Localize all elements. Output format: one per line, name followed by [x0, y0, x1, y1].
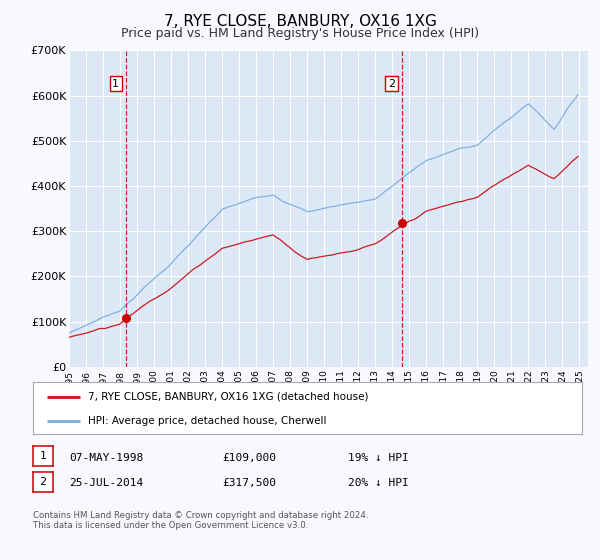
- Text: £109,000: £109,000: [222, 452, 276, 463]
- Text: 2: 2: [388, 78, 395, 88]
- Text: 25-JUL-2014: 25-JUL-2014: [69, 478, 143, 488]
- Text: 7, RYE CLOSE, BANBURY, OX16 1XG: 7, RYE CLOSE, BANBURY, OX16 1XG: [164, 14, 436, 29]
- Text: 1: 1: [112, 78, 119, 88]
- Text: £317,500: £317,500: [222, 478, 276, 488]
- Text: 19% ↓ HPI: 19% ↓ HPI: [348, 452, 409, 463]
- Text: 20% ↓ HPI: 20% ↓ HPI: [348, 478, 409, 488]
- Text: 2: 2: [40, 477, 46, 487]
- Text: 1: 1: [40, 451, 46, 461]
- Text: 07-MAY-1998: 07-MAY-1998: [69, 452, 143, 463]
- Text: 7, RYE CLOSE, BANBURY, OX16 1XG (detached house): 7, RYE CLOSE, BANBURY, OX16 1XG (detache…: [88, 392, 368, 402]
- Text: HPI: Average price, detached house, Cherwell: HPI: Average price, detached house, Cher…: [88, 416, 326, 426]
- Text: Contains HM Land Registry data © Crown copyright and database right 2024.
This d: Contains HM Land Registry data © Crown c…: [33, 511, 368, 530]
- Text: Price paid vs. HM Land Registry's House Price Index (HPI): Price paid vs. HM Land Registry's House …: [121, 27, 479, 40]
